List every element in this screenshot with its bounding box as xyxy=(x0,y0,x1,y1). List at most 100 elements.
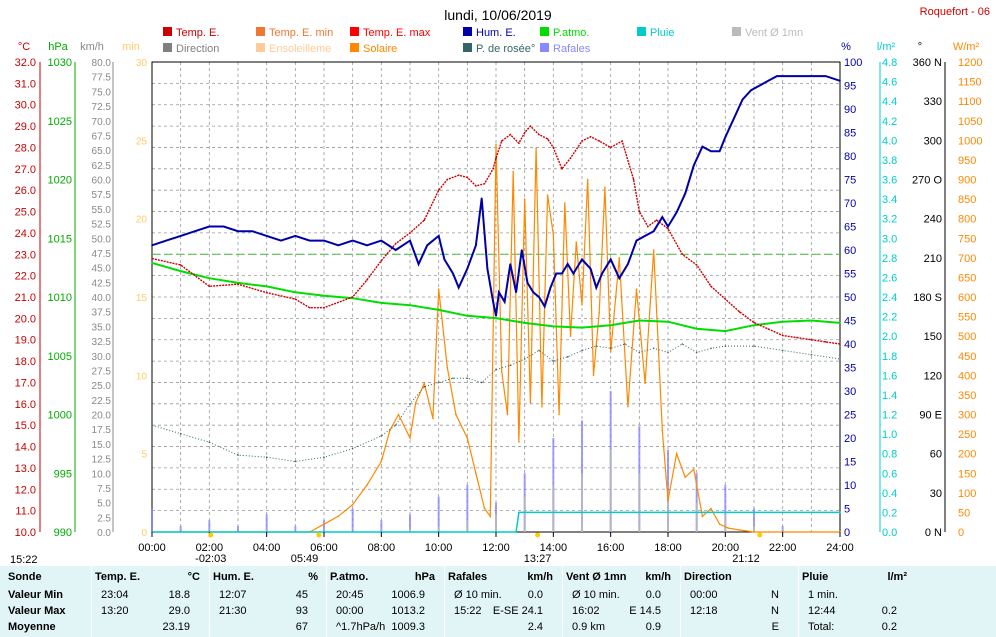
solar-tick-label: 850 xyxy=(958,194,976,206)
data-point xyxy=(796,75,798,77)
stats-value: E-SE 24.1 xyxy=(492,605,543,617)
data-point xyxy=(532,291,535,294)
data-point xyxy=(432,417,434,420)
data-point xyxy=(624,343,626,345)
data-point xyxy=(492,300,494,303)
data-point xyxy=(538,133,540,136)
data-point xyxy=(179,264,182,266)
data-point xyxy=(437,288,440,290)
axis-unit: ° xyxy=(918,41,922,53)
solar-tick-label: 950 xyxy=(958,155,976,167)
direction-tick-label: 150 xyxy=(924,331,942,343)
direction-tick-label: 0 N xyxy=(925,527,942,539)
time-tick-label: 06:00 xyxy=(310,542,338,554)
stats-divider xyxy=(444,566,445,637)
stats-divider xyxy=(209,566,210,637)
data-point xyxy=(208,285,211,288)
stats-divider xyxy=(562,566,563,637)
direction-tick-label: 60 xyxy=(930,449,942,461)
data-point xyxy=(543,305,546,308)
series-line xyxy=(152,144,840,533)
temp-tick-label: 27.0 xyxy=(15,164,36,176)
data-point xyxy=(265,285,268,288)
rain-tick-label: 2.8 xyxy=(882,253,897,265)
solar-tick-label: 500 xyxy=(958,331,976,343)
rain-tick-label: 1.6 xyxy=(882,370,897,382)
time-tick-label: 04:00 xyxy=(253,542,281,554)
data-point xyxy=(693,468,695,471)
stats-cell: Total: xyxy=(808,621,835,633)
data-point xyxy=(446,366,449,369)
data-point xyxy=(414,401,417,404)
stats-value: 1009.3 xyxy=(391,621,425,633)
data-point xyxy=(498,291,500,294)
data-point xyxy=(529,125,532,127)
data-point xyxy=(824,75,827,77)
data-point xyxy=(695,327,698,330)
wind-tick-label: 50.0 xyxy=(92,234,112,245)
data-point xyxy=(179,432,182,435)
rain-tick-label: 4.2 xyxy=(882,116,897,128)
solar-tick-label: 1150 xyxy=(958,77,982,89)
legend-label: Temp. E. xyxy=(176,27,219,39)
stats-header-label: Hum. E. xyxy=(213,571,254,583)
pressure-tick-label: 1020 xyxy=(48,175,72,187)
data-point xyxy=(767,531,770,533)
station-label: Roquefort - 06 xyxy=(920,6,990,18)
stats-value: 1013.2 xyxy=(391,605,425,617)
stats-cell: 23:04 xyxy=(101,589,129,601)
stats-divider xyxy=(326,566,327,637)
rain-tick-label: 2.0 xyxy=(882,331,897,343)
data-point xyxy=(503,300,506,303)
data-point xyxy=(323,523,325,525)
data-point xyxy=(452,377,454,379)
data-point xyxy=(397,413,400,416)
solar-tick-label: 750 xyxy=(958,233,976,245)
data-point xyxy=(486,268,489,270)
data-point xyxy=(495,315,497,317)
data-point xyxy=(394,242,397,245)
data-point xyxy=(564,202,566,204)
stats-cell: 12:18 xyxy=(690,605,718,617)
data-point xyxy=(366,484,368,486)
rain-tick-label: 4.4 xyxy=(882,96,897,108)
data-point xyxy=(351,503,354,506)
data-point xyxy=(518,142,520,144)
data-point xyxy=(495,157,497,159)
solar-tick-label: 550 xyxy=(958,312,976,324)
legend-label: P. de rosée° xyxy=(476,43,535,55)
data-point xyxy=(208,441,211,444)
rain-tick-label: 3.2 xyxy=(882,214,897,226)
rain-tick-label: 1.8 xyxy=(882,351,897,363)
data-point xyxy=(475,472,477,475)
data-point xyxy=(781,349,784,352)
data-point xyxy=(457,174,460,177)
data-point xyxy=(526,282,529,284)
data-point xyxy=(710,285,712,288)
time-tick-label: 20:00 xyxy=(712,542,740,554)
data-point xyxy=(581,258,583,261)
data-point xyxy=(495,368,497,371)
sun-tick-label: 20 xyxy=(136,215,148,226)
temp-tick-label: 12.0 xyxy=(15,484,36,496)
temp-tick-label: 29.0 xyxy=(15,121,36,133)
data-point xyxy=(572,272,575,275)
data-point xyxy=(667,499,669,502)
stats-header-unit: l/m² xyxy=(887,571,907,583)
temp-tick-label: 13.0 xyxy=(15,463,36,475)
data-point xyxy=(446,178,449,181)
wind-tick-label: 80.0 xyxy=(92,58,112,69)
data-point xyxy=(509,133,512,136)
solar-tick-label: 0 xyxy=(958,527,964,539)
data-point xyxy=(509,364,512,367)
rain-tick-label: 4.6 xyxy=(882,77,897,89)
data-point xyxy=(351,296,354,298)
stats-row: Moyenne 23.19 67 ^1.7hPa/h 1009.3 2.4 0.9 km 0.… xyxy=(0,621,996,637)
data-point xyxy=(621,140,623,142)
solar-tick-label: 350 xyxy=(958,390,976,402)
data-point xyxy=(294,235,297,237)
time-tick-label: 18:00 xyxy=(654,542,682,554)
data-point xyxy=(208,277,211,280)
temp-tick-label: 30.0 xyxy=(15,100,36,112)
data-point xyxy=(592,374,595,377)
